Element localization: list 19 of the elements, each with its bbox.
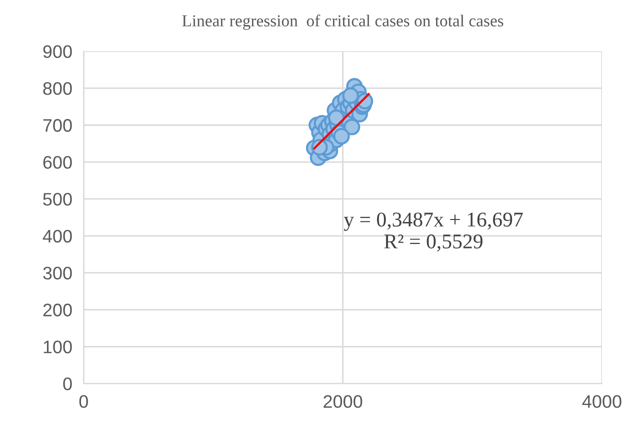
y-tick-label: 0 [63,377,72,390]
point [333,128,350,145]
x-tick-label: 4000 [582,395,622,408]
y-tick-label: 200 [43,304,72,316]
point [342,87,359,104]
annotation: y = 0,3487x + 16,697 R² = 0,5529 [344,212,523,252]
x-tick-label: 2000 [324,395,362,408]
y-tick-label: 400 [42,230,72,243]
y-tick-label: 600 [43,156,72,169]
y-tick-label: 300 [43,266,72,280]
y-tick-label: 500 [43,192,72,206]
y-tick-label: 900 [43,45,72,58]
x-tick-label: 0 [79,395,88,408]
chart-title: Linear regression of critical cases on total cases [182,14,504,30]
point [328,109,345,126]
point [344,118,360,136]
y-tick-label: 800 [43,82,72,95]
y-tick-label: 700 [43,119,72,132]
y-tick-label: 100 [44,340,72,354]
